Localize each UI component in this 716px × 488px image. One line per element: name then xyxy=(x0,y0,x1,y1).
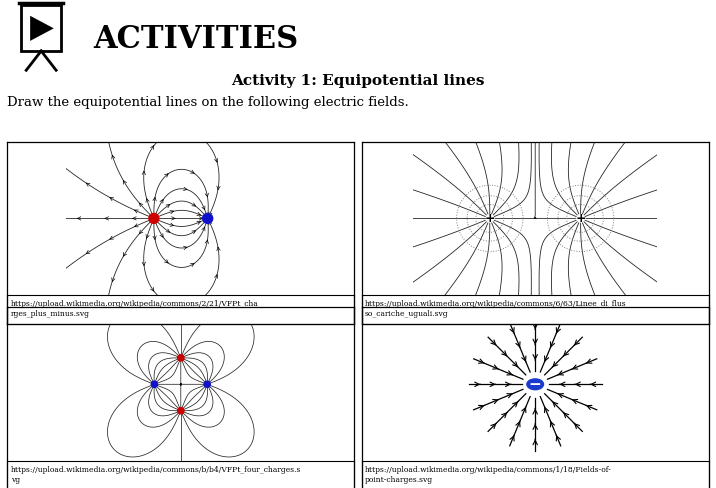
Text: +: + xyxy=(576,212,586,225)
Text: ACTIVITIES: ACTIVITIES xyxy=(93,24,299,55)
Text: Activity 1: Equipotential lines: Activity 1: Equipotential lines xyxy=(231,74,485,88)
Circle shape xyxy=(178,355,184,361)
FancyBboxPatch shape xyxy=(21,5,61,51)
Circle shape xyxy=(149,213,159,224)
Text: +: + xyxy=(485,212,495,225)
Circle shape xyxy=(203,213,213,224)
Text: −: − xyxy=(529,377,541,392)
Circle shape xyxy=(204,381,211,387)
Circle shape xyxy=(178,407,184,414)
Text: https://upload.wikimedia.org/wikipedia/commons/6/63/Linee_di_flus
so_cariche_ugu: https://upload.wikimedia.org/wikipedia/c… xyxy=(365,300,626,319)
Text: https://upload.wikimedia.org/wikipedia/commons/2/21/VFPt_cha
rges_plus_minus.svg: https://upload.wikimedia.org/wikipedia/c… xyxy=(11,300,258,319)
Text: Draw the equipotential lines on the following electric fields.: Draw the equipotential lines on the foll… xyxy=(7,97,409,109)
Circle shape xyxy=(151,381,158,387)
Polygon shape xyxy=(30,16,54,41)
Text: https://upload.wikimedia.org/wikipedia/commons/1/18/Fields-of-
point-charges.svg: https://upload.wikimedia.org/wikipedia/c… xyxy=(365,466,612,485)
Text: https://upload.wikimedia.org/wikipedia/commons/b/b4/VFPt_four_charges.s
vg: https://upload.wikimedia.org/wikipedia/c… xyxy=(11,466,301,485)
Ellipse shape xyxy=(527,379,543,390)
